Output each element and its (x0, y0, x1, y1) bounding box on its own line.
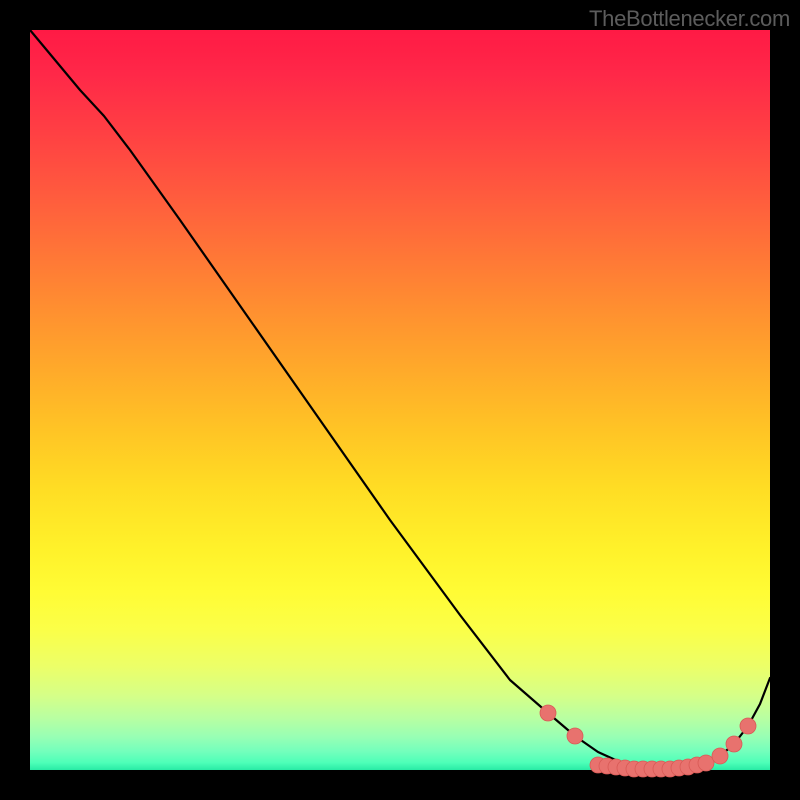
marker-dot (567, 728, 583, 744)
marker-dot (698, 755, 714, 771)
curve-line (30, 30, 770, 769)
marker-dot (726, 736, 742, 752)
marker-dot (540, 705, 556, 721)
marker-dot (712, 748, 728, 764)
marker-dot (740, 718, 756, 734)
watermark-text: TheBottlenecker.com (589, 6, 790, 32)
chart-overlay (0, 0, 800, 800)
marker-group (540, 705, 756, 777)
